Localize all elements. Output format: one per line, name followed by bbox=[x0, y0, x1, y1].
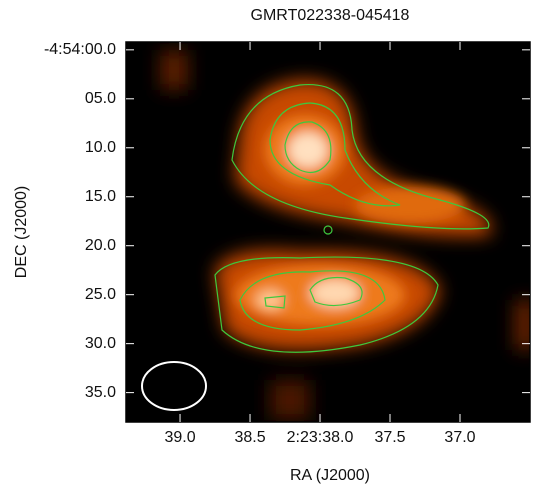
frame bbox=[125, 41, 531, 423]
y-tick-label: 05.0 bbox=[85, 90, 116, 107]
beam bbox=[141, 361, 207, 411]
x-tick-label: 38.5 bbox=[234, 429, 265, 446]
x-axis-label: RA (J2000) bbox=[290, 467, 370, 484]
y-axis-label: DEC (J2000) bbox=[13, 186, 30, 278]
y-tick-label: 30.0 bbox=[85, 335, 116, 352]
radio-image bbox=[126, 42, 530, 422]
y-tick-label: 20.0 bbox=[85, 237, 116, 254]
chart-title: GMRT022338-045418 bbox=[251, 7, 410, 24]
x-tick-label: 2:23:38.0 bbox=[287, 429, 354, 446]
y-tick-label: 10.0 bbox=[85, 139, 116, 156]
y-tick-label: 35.0 bbox=[85, 384, 116, 401]
x-tick-label: 39.0 bbox=[164, 429, 195, 446]
x-tick-label: 37.0 bbox=[444, 429, 475, 446]
y-tick-label: -4:54:00.0 bbox=[44, 41, 116, 58]
y-tick-label: 25.0 bbox=[85, 286, 116, 303]
x-tick-label: 37.5 bbox=[374, 429, 405, 446]
y-tick-label: 15.0 bbox=[85, 188, 116, 205]
